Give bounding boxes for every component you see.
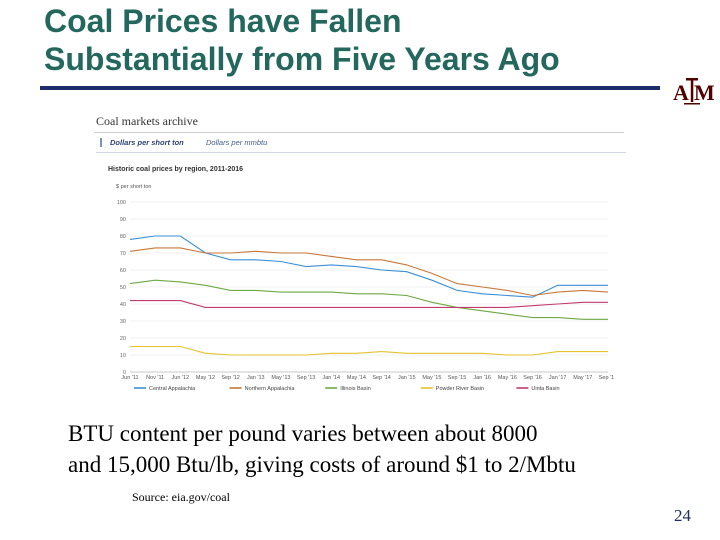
coal-price-line-chart: 0 10 20 30 40 50 60 70 80 90 100 Jun '11 Nov '11 Jun … [117, 200, 614, 392]
tab-dollars-per-short-ton[interactable]: Dollars per short ton [100, 138, 184, 147]
title-rule [40, 86, 660, 90]
series-line-central-appalachia [129, 235, 608, 298]
chart-title: Historic coal prices by region, 2011-201… [108, 166, 244, 173]
x-tick-label: Jan '14 [322, 375, 340, 381]
screenshot-title: Coal markets archive [96, 114, 198, 128]
x-tick-label: Jun '11 [121, 375, 138, 381]
y-tick-label: 90 [120, 217, 126, 223]
legend-label: Illinois Basin [340, 386, 371, 392]
series-line-northern-appalachia [129, 247, 609, 297]
slide-title-line1: Coal Prices have Fallen [44, 3, 402, 39]
slide-caption: BTU content per pound varies between abo… [68, 418, 708, 480]
x-tick-label: May '16 [498, 375, 517, 381]
x-tick-label: May '15 [422, 375, 441, 381]
svg-text:A: A [673, 80, 689, 105]
y-tick-label: 80 [120, 234, 126, 240]
caption-line1: BTU content per pound varies between abo… [68, 421, 538, 446]
chart-y-axis-label: $ per short ton [116, 184, 152, 190]
x-tick-label: Sep '15 [448, 375, 466, 381]
x-tick-label: Jan '13 [247, 375, 265, 381]
page-number: 24 [674, 506, 691, 525]
x-tick-label: Sep '17 [599, 375, 614, 381]
y-tick-label: 0 [123, 370, 126, 376]
screenshot-divider [94, 132, 624, 133]
tamu-logo-icon: A M [673, 78, 714, 105]
y-tick-label: 60 [120, 268, 126, 274]
legend-label: Powder River Basin [436, 386, 484, 392]
x-tick-label: Sep '14 [372, 375, 390, 381]
y-tick-label: 40 [120, 302, 126, 308]
slide-title-line2: Substantially from Five Years Ago [44, 41, 560, 77]
caption-line2: and 15,000 Btu/lb, giving costs of aroun… [68, 452, 576, 477]
x-tick-label: May '13 [271, 375, 290, 381]
y-tick-label: 100 [117, 200, 126, 206]
x-tick-label: May '17 [573, 375, 592, 381]
source-note: Source: eia.gov/coal [132, 490, 230, 504]
x-tick-label: Sep '12 [221, 375, 239, 381]
x-tick-label: May '14 [347, 375, 366, 381]
svg-text:M: M [694, 80, 714, 105]
x-tick-label: Sep '13 [297, 375, 315, 381]
legend-label: Central Appalachia [149, 386, 196, 392]
y-tick-label: 10 [120, 353, 126, 359]
series-line-powder-river-basin [130, 345, 608, 356]
legend-label: Uinta Basin [531, 386, 559, 392]
y-tick-label: 70 [120, 251, 126, 257]
series-line-illinois-basin [129, 279, 608, 320]
x-tick-label: Jan '16 [473, 375, 491, 381]
y-tick-label: 30 [120, 319, 126, 325]
legend-label: Northern Appalachia [245, 386, 296, 392]
slide-title: Coal Prices have Fallen Substantially fr… [44, 2, 664, 78]
x-tick-label: Jun '12 [172, 375, 190, 381]
x-tick-label: May '12 [196, 375, 215, 381]
x-tick-label: Sep '16 [523, 375, 541, 381]
y-tick-label: 50 [120, 285, 126, 291]
x-tick-label: Nov '11 [146, 375, 164, 381]
coal-markets-screenshot: Coal markets archive Dollars per short t… [86, 106, 632, 396]
x-tick-label: Jan '15 [398, 375, 416, 381]
y-tick-label: 20 [120, 336, 126, 342]
series-line-uinta-basin [130, 300, 608, 308]
unit-tabs: Dollars per short ton Dollars per mmbtu [96, 136, 626, 153]
tab-dollars-per-mmbtu[interactable]: Dollars per mmbtu [206, 138, 268, 147]
x-tick-label: Jan '17 [549, 375, 567, 381]
